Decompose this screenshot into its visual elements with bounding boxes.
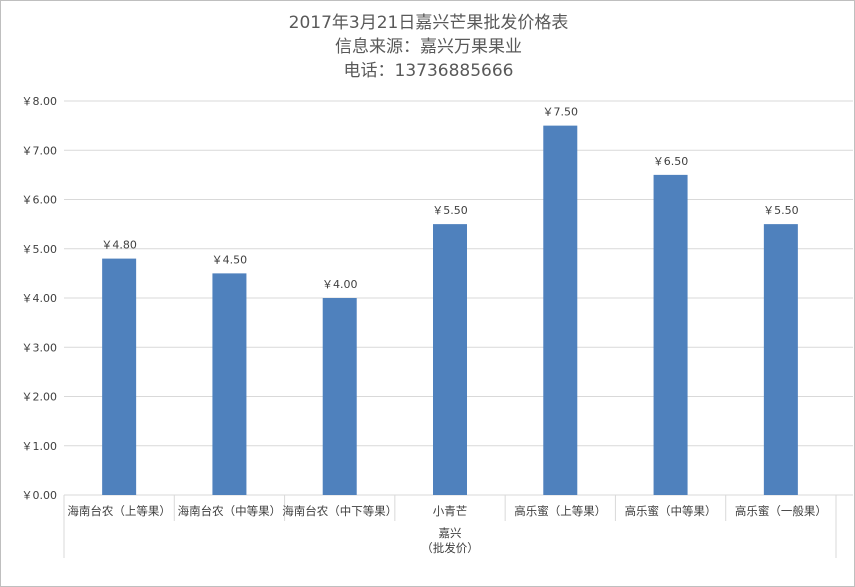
y-tick-label: ￥3.00 [22,341,58,354]
y-tick-label: ￥4.00 [22,292,58,305]
y-tick-label: ￥5.00 [22,243,58,256]
x-tick-label: 高乐蜜（上等果） [514,504,606,518]
x-tick-label: 海南台农（中等果） [178,504,282,518]
data-label: ￥4.00 [322,278,358,291]
bar [102,258,137,495]
y-tick-label: ￥6.00 [22,194,58,207]
group-label: （批发价） [421,541,479,555]
bar [763,224,798,495]
x-tick-label: 高乐蜜（一般果） [735,504,827,518]
bar [433,224,467,495]
x-tick-label: 海南台农（上等果） [67,504,171,518]
chart-title: 2017年3月21日嘉兴芒果批发价格表 信息来源：嘉兴万果果业 电话：13736… [1,11,855,83]
y-tick-label: ￥7.00 [22,144,58,157]
y-tick-label: ￥2.00 [22,391,58,404]
bar [322,298,357,495]
data-label: ￥5.50 [763,204,799,217]
data-label: ￥6.50 [653,155,689,168]
bar [653,174,688,495]
bar [212,273,247,495]
y-tick-label: ￥1.00 [22,440,58,453]
y-tick-label: ￥8.00 [22,95,58,108]
data-label: ￥4.50 [212,253,248,266]
x-tick-label: 小青芒 [433,504,468,518]
x-tick-label: 海南台农（中下等果） [282,504,397,518]
group-label: 嘉兴 [439,526,462,540]
data-label: ￥5.50 [432,204,468,217]
x-tick-label: 高乐蜜（中等果） [625,504,717,518]
data-label: ￥7.50 [543,106,579,119]
chart-title-line-1: 2017年3月21日嘉兴芒果批发价格表 [288,13,569,33]
y-tick-label: ￥0.00 [22,489,58,502]
chart-title-line-2: 信息来源：嘉兴万果果业 [335,37,522,57]
bar [543,125,578,495]
data-label: ￥4.80 [101,239,137,252]
chart-title-line-3: 电话：13736885666 [343,61,514,81]
